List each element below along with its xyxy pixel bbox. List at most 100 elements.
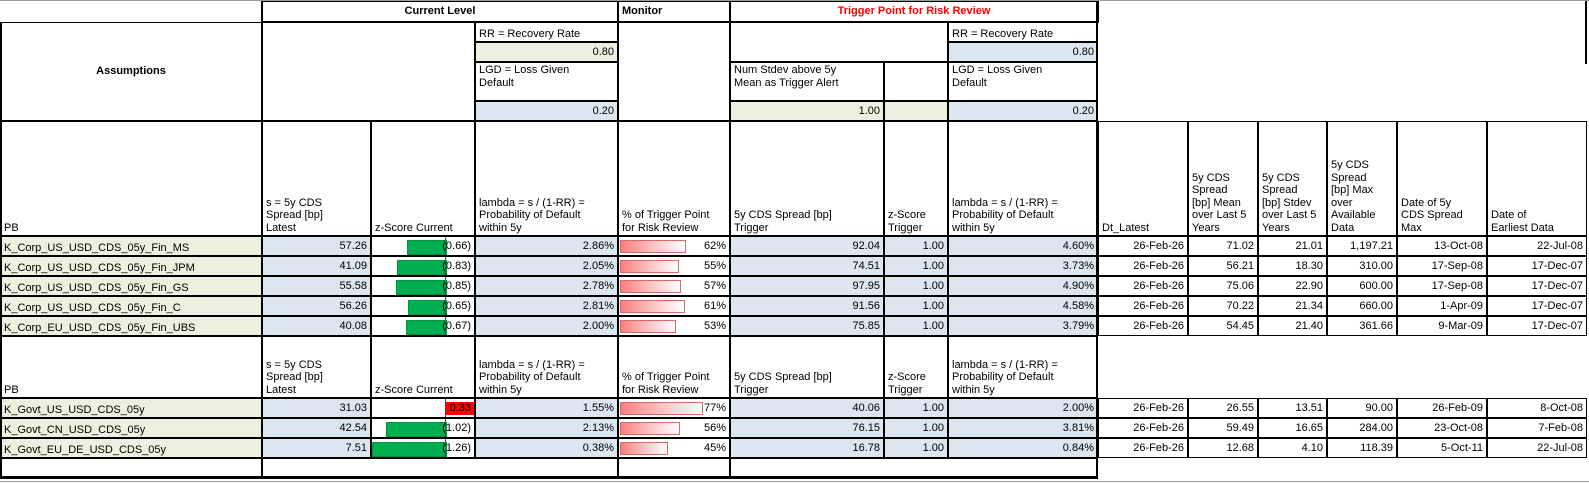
header-current-level[interactable]: Current Level [262, 0, 618, 22]
column-header-z[interactable]: z-Score Current [371, 336, 475, 398]
cell-dt[interactable]: 26-Feb-26 [1098, 316, 1188, 336]
cell-ztrigger[interactable]: 1.00 [884, 398, 948, 418]
cell-lambda_trigger[interactable]: 3.81% [948, 418, 1098, 438]
cell-pb[interactable]: K_Govt_US_USD_CDS_05y [0, 398, 262, 418]
cell-z[interactable]: (0.66) [371, 236, 475, 256]
cell-lambda_trigger[interactable]: 4.90% [948, 276, 1098, 296]
column-header-latest[interactable]: s = 5y CDS Spread [bp] Latest [262, 336, 371, 398]
cell-pct[interactable]: 45% [618, 438, 730, 458]
cell-pct[interactable]: 61% [618, 296, 730, 316]
cell-dt[interactable]: 26-Feb-26 [1098, 256, 1188, 276]
cell-pb[interactable]: K_Corp_US_USD_CDS_05y_Fin_C [0, 296, 262, 316]
trigger-rr-value-cell[interactable]: 0.80 [948, 42, 1098, 62]
cell-mean[interactable]: 26.55 [1188, 398, 1258, 418]
cell-lambda[interactable]: 2.86% [475, 236, 618, 256]
cell-ztrigger[interactable]: 1.00 [884, 276, 948, 296]
column-header-latest[interactable]: s = 5y CDS Spread [bp] Latest [262, 121, 371, 236]
cell-stdev[interactable]: 21.40 [1258, 316, 1327, 336]
cell-latest[interactable]: 40.08 [262, 316, 371, 336]
cell-date_max[interactable]: 26-Feb-09 [1397, 398, 1487, 418]
cell-trigger[interactable]: 16.78 [730, 438, 884, 458]
cell-pb[interactable]: K_Corp_EU_USD_CDS_05y_Fin_UBS [0, 316, 262, 336]
column-header-dt[interactable]: Dt_Latest [1098, 121, 1188, 236]
cell-ztrigger[interactable]: 1.00 [884, 418, 948, 438]
cell-mean[interactable]: 12.68 [1188, 438, 1258, 458]
current-rr-value-cell[interactable]: 0.80 [475, 42, 618, 62]
cell-dt[interactable]: 26-Feb-26 [1098, 438, 1188, 458]
cell-dt[interactable]: 26-Feb-26 [1098, 276, 1188, 296]
cell-z[interactable]: (1.02) [371, 418, 475, 438]
cell-stdev[interactable]: 21.01 [1258, 236, 1327, 256]
cell-date_max[interactable]: 5-Oct-11 [1397, 438, 1487, 458]
cell-latest[interactable]: 31.03 [262, 398, 371, 418]
cell-trigger[interactable]: 91.56 [730, 296, 884, 316]
cell-z[interactable]: (0.83) [371, 256, 475, 276]
cell-pb[interactable]: K_Govt_EU_DE_USD_CDS_05y [0, 438, 262, 458]
cell-lambda_trigger[interactable]: 4.58% [948, 296, 1098, 316]
cell-pb[interactable]: K_Corp_US_USD_CDS_05y_Fin_MS [0, 236, 262, 256]
column-header-stdev[interactable]: 5y CDS Spread [bp] Stdev over Last 5 Yea… [1258, 121, 1327, 236]
column-header-max[interactable]: 5y CDS Spread [bp] Max over Available Da… [1327, 121, 1397, 236]
cell-mean[interactable]: 70.22 [1188, 296, 1258, 316]
cell-max[interactable]: 90.00 [1327, 398, 1397, 418]
cell-max[interactable]: 284.00 [1327, 418, 1397, 438]
monitor-empty-cell[interactable] [618, 22, 730, 121]
cell-lambda_trigger[interactable]: 2.00% [948, 398, 1098, 418]
column-header-trigger[interactable]: 5y CDS Spread [bp] Trigger [730, 121, 884, 236]
cell-date_max[interactable]: 9-Mar-09 [1397, 316, 1487, 336]
cell-date_earliest[interactable]: 17-Dec-07 [1487, 276, 1587, 296]
cell-ztrigger[interactable]: 1.00 [884, 316, 948, 336]
assumptions-label-cell[interactable]: Assumptions [0, 22, 262, 121]
column-header-date_max[interactable]: Date of 5y CDS Spread Max [1397, 121, 1487, 236]
cell-pct[interactable]: 57% [618, 276, 730, 296]
empty-cell-current[interactable] [262, 458, 618, 478]
column-header-pb[interactable]: PB [0, 336, 262, 398]
cell-mean[interactable]: 56.21 [1188, 256, 1258, 276]
cell-mean[interactable]: 71.02 [1188, 236, 1258, 256]
cell-lambda_trigger[interactable]: 3.79% [948, 316, 1098, 336]
cell-stdev[interactable]: 16.65 [1258, 418, 1327, 438]
cell-latest[interactable]: 57.26 [262, 236, 371, 256]
cell-stdev[interactable]: 13.51 [1258, 398, 1327, 418]
cell-lambda[interactable]: 2.81% [475, 296, 618, 316]
cell-lambda_trigger[interactable]: 0.84% [948, 438, 1098, 458]
cell-trigger[interactable]: 92.04 [730, 236, 884, 256]
cell-ztrigger[interactable]: 1.00 [884, 236, 948, 256]
cell-lambda[interactable]: 2.05% [475, 256, 618, 276]
cell-date_earliest[interactable]: 8-Oct-08 [1487, 398, 1587, 418]
cell-pb[interactable]: K_Govt_CN_USD_CDS_05y [0, 418, 262, 438]
cell-max[interactable]: 361.66 [1327, 316, 1397, 336]
cell-max[interactable]: 118.39 [1327, 438, 1397, 458]
header-trigger-point[interactable]: Trigger Point for Risk Review [730, 0, 1098, 22]
column-header-pb[interactable]: PB [0, 121, 262, 236]
cell-date_earliest[interactable]: 17-Dec-07 [1487, 316, 1587, 336]
trigger-lgd-value-cell[interactable]: 0.20 [948, 101, 1098, 121]
cell-date_earliest[interactable]: 7-Feb-08 [1487, 418, 1587, 438]
cell-date_max[interactable]: 23-Oct-08 [1397, 418, 1487, 438]
cell-lambda[interactable]: 0.38% [475, 438, 618, 458]
cell-dt[interactable]: 26-Feb-26 [1098, 236, 1188, 256]
current-level-empty-cell[interactable] [262, 22, 475, 121]
cell-max[interactable]: 600.00 [1327, 276, 1397, 296]
trigger-rr-label-cell[interactable]: RR = Recovery Rate [948, 22, 1098, 42]
cell-date_earliest[interactable]: 22-Jul-08 [1487, 438, 1587, 458]
empty-cell-trigger[interactable] [730, 458, 1098, 478]
cell-z[interactable]: (0.67) [371, 316, 475, 336]
cell-mean[interactable]: 59.49 [1188, 418, 1258, 438]
current-lgd-value-cell[interactable]: 0.20 [475, 101, 618, 121]
cell-stdev[interactable]: 22.90 [1258, 276, 1327, 296]
cell-lambda_trigger[interactable]: 4.60% [948, 236, 1098, 256]
cell-pct[interactable]: 77% [618, 398, 730, 418]
cell-trigger[interactable]: 97.95 [730, 276, 884, 296]
cell-lambda[interactable]: 2.00% [475, 316, 618, 336]
cell-pct[interactable]: 53% [618, 316, 730, 336]
cell-date_earliest[interactable]: 17-Dec-07 [1487, 256, 1587, 276]
cell-dt[interactable]: 26-Feb-26 [1098, 296, 1188, 316]
column-header-z[interactable]: z-Score Current [371, 121, 475, 236]
cell-date_max[interactable]: 17-Sep-08 [1397, 276, 1487, 296]
cell-stdev[interactable]: 18.30 [1258, 256, 1327, 276]
cell-mean[interactable]: 54.45 [1188, 316, 1258, 336]
cell-trigger[interactable]: 40.06 [730, 398, 884, 418]
cell-dt[interactable]: 26-Feb-26 [1098, 398, 1188, 418]
cell-dt[interactable]: 26-Feb-26 [1098, 418, 1188, 438]
